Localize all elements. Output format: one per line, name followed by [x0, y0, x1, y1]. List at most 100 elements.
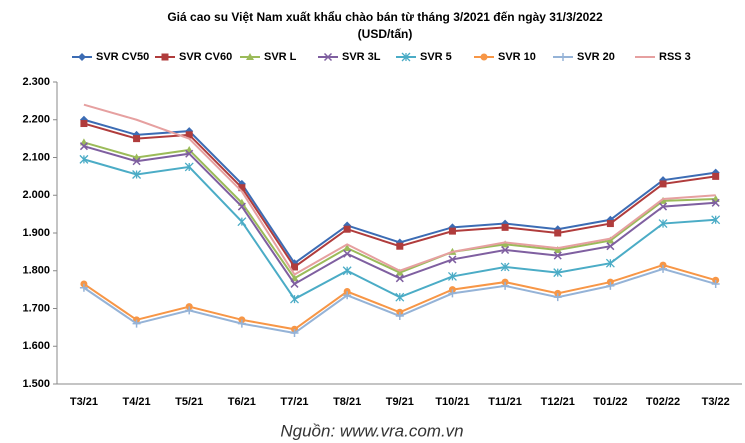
- marker: [290, 294, 299, 304]
- marker: [501, 281, 510, 290]
- y-tick-label: 1.900: [22, 227, 50, 239]
- marker: [185, 149, 194, 158]
- series-line: [83, 141, 716, 280]
- x-tick-label: T7/21: [280, 396, 308, 408]
- marker: [237, 202, 246, 211]
- marker: [343, 244, 352, 252]
- marker: [554, 229, 562, 237]
- y-tick-label: 2.300: [22, 76, 50, 88]
- marker: [290, 329, 299, 338]
- x-tick-label: T12/21: [541, 396, 575, 408]
- legend-label: SVR CV60: [179, 51, 232, 63]
- marker: [342, 266, 352, 276]
- marker: [343, 249, 352, 258]
- marker: [553, 268, 563, 278]
- marker: [79, 283, 88, 292]
- marker: [79, 142, 88, 151]
- chart-subtitle: (USD/tấn): [358, 27, 413, 41]
- marker: [501, 245, 510, 255]
- marker: [447, 271, 457, 281]
- marker: [133, 135, 141, 143]
- marker: [185, 131, 193, 139]
- marker: [395, 274, 404, 283]
- legend-marker: [78, 53, 86, 61]
- y-tick-label: 1.500: [22, 378, 50, 390]
- legend-marker: [323, 52, 333, 62]
- marker: [448, 255, 457, 264]
- x-tick-label: T02/22: [646, 396, 680, 408]
- series-line: [83, 103, 716, 276]
- legend-label: SVR 10: [498, 51, 536, 63]
- x-tick-label: T9/21: [386, 396, 414, 408]
- marker: [132, 170, 142, 179]
- marker: [132, 157, 141, 166]
- marker: [448, 289, 457, 298]
- x-tick-label: T3/21: [70, 396, 98, 408]
- chart-title: Giá cao su Việt Nam xuất khẩu chào bán t…: [167, 10, 603, 24]
- marker: [80, 120, 88, 128]
- marker: [501, 240, 510, 248]
- y-tick-label: 2.100: [22, 151, 50, 163]
- marker: [553, 293, 562, 302]
- marker: [132, 319, 141, 328]
- marker: [290, 279, 299, 288]
- marker: [343, 225, 351, 233]
- marker: [185, 306, 194, 315]
- marker: [712, 172, 720, 180]
- legend-label: RSS 3: [659, 51, 691, 63]
- marker: [606, 281, 615, 290]
- legend-marker: [559, 53, 567, 61]
- legend-marker: [401, 52, 411, 62]
- marker: [395, 312, 404, 321]
- x-tick-label: T5/21: [175, 396, 203, 408]
- marker: [237, 217, 247, 227]
- marker: [184, 162, 194, 172]
- legend-label: SVR CV50: [96, 51, 149, 63]
- x-tick-label: T4/21: [122, 396, 150, 408]
- y-tick-label: 2.200: [22, 114, 50, 126]
- legend-label: SVR L: [264, 51, 297, 63]
- marker: [711, 198, 720, 207]
- marker: [500, 262, 510, 272]
- marker: [711, 279, 720, 288]
- marker: [448, 227, 456, 235]
- x-tick-label: T3/22: [702, 396, 730, 408]
- legend-label: SVR 20: [577, 51, 615, 63]
- marker: [606, 236, 615, 244]
- x-tick-label: T8/21: [333, 396, 361, 408]
- legend-marker: [246, 53, 254, 60]
- y-tick-label: 1.800: [22, 265, 50, 277]
- marker: [605, 258, 615, 268]
- marker: [395, 268, 404, 276]
- legend-marker: [480, 53, 488, 61]
- y-tick-label: 2.000: [22, 189, 50, 201]
- source: Nguồn: www.vra.com.vn: [280, 421, 463, 440]
- marker: [553, 245, 562, 253]
- marker: [238, 184, 246, 192]
- marker: [553, 251, 562, 260]
- x-tick-label: T01/22: [593, 396, 627, 408]
- marker: [606, 220, 614, 228]
- marker: [79, 154, 89, 164]
- marker: [659, 202, 668, 211]
- marker: [659, 196, 668, 204]
- y-tick-label: 1.600: [22, 340, 50, 352]
- x-tick-label: T10/21: [435, 396, 469, 408]
- marker: [291, 263, 299, 271]
- marker: [659, 180, 667, 188]
- legend-label: SVR 3L: [342, 51, 381, 63]
- marker: [501, 223, 509, 231]
- marker: [659, 264, 668, 273]
- x-tick-label: T11/21: [488, 396, 522, 408]
- x-tick-label: T6/21: [228, 396, 256, 408]
- legend-label: SVR 5: [420, 51, 452, 63]
- legend-marker: [161, 53, 169, 61]
- marker: [237, 319, 246, 328]
- y-tick-label: 1.700: [22, 302, 50, 314]
- marker: [396, 242, 404, 250]
- marker: [395, 292, 405, 302]
- marker: [606, 242, 615, 251]
- marker: [711, 215, 721, 225]
- marker: [343, 291, 352, 300]
